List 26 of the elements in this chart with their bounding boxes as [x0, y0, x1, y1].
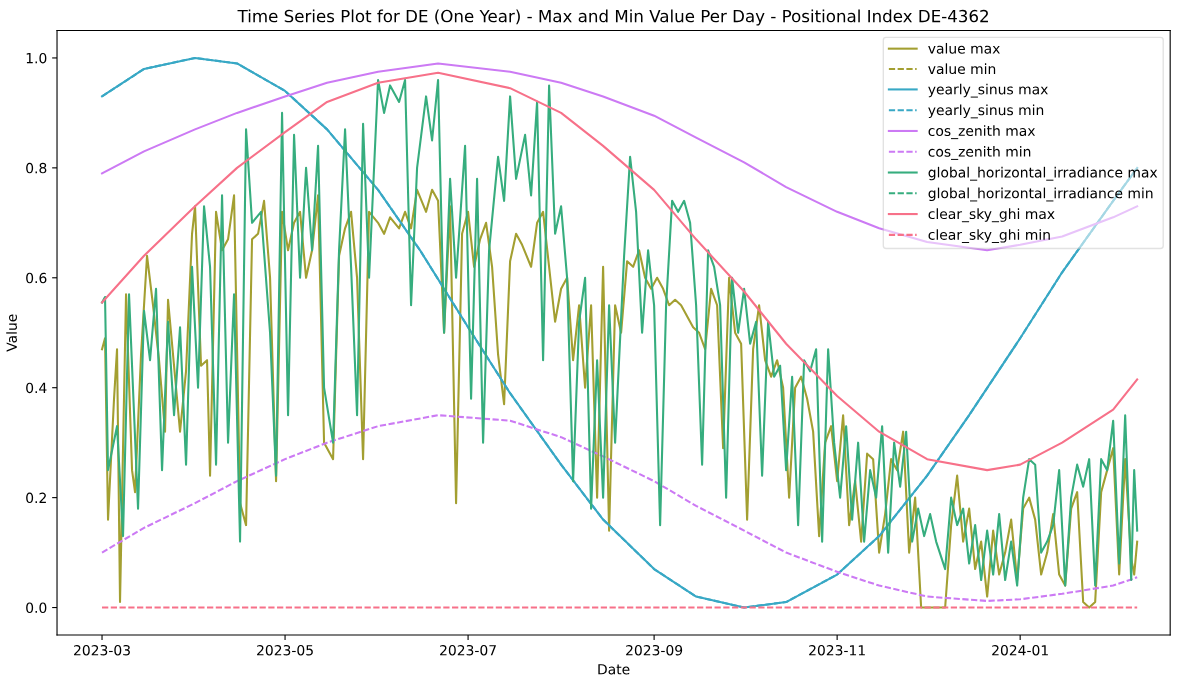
x-tick-label: 2023-09: [626, 644, 683, 656]
y-tick-label: 0.0: [26, 602, 47, 614]
legend-label: clear_sky_ghi max: [928, 208, 1055, 223]
legend-label: cos_zenith min: [928, 146, 1031, 160]
y-axis-title: Value: [6, 314, 17, 352]
y-tick-label: 0.2: [26, 492, 46, 504]
y-tick-label: 1.0: [26, 52, 47, 64]
x-tick-label: 2023-05: [257, 644, 313, 656]
y-tick-label: 0.8: [26, 162, 47, 174]
legend-label: value min: [928, 63, 996, 75]
line-series: [100, 414, 1139, 602]
x-tick-label: 2023-07: [440, 644, 496, 656]
legend-label: yearly_sinus min: [928, 104, 1044, 119]
x-tick-label: 2023-11: [809, 644, 865, 656]
y-tick-label: 0.6: [26, 272, 47, 284]
x-tick-label: 2024-01: [992, 644, 1048, 656]
chart-title: Time Series Plot for DE (One Year) - Max and Min Value Per Day - Positional Index DE-4362: [237, 9, 988, 26]
legend-label: global_horizontal_irradiance min: [928, 187, 1153, 202]
legend-label: yearly_sinus max: [928, 83, 1048, 98]
legend-label: cos_zenith max: [928, 125, 1036, 140]
legend-label: clear_sky_ghi min: [928, 229, 1050, 243]
x-tick-label: 2023-03: [74, 644, 130, 656]
legend-label: global_horizontal_irradiance max: [928, 166, 1158, 181]
x-axis-title: Date: [598, 664, 630, 675]
y-tick-label: 0.4: [26, 382, 47, 394]
legend-label: value max: [928, 42, 1000, 54]
